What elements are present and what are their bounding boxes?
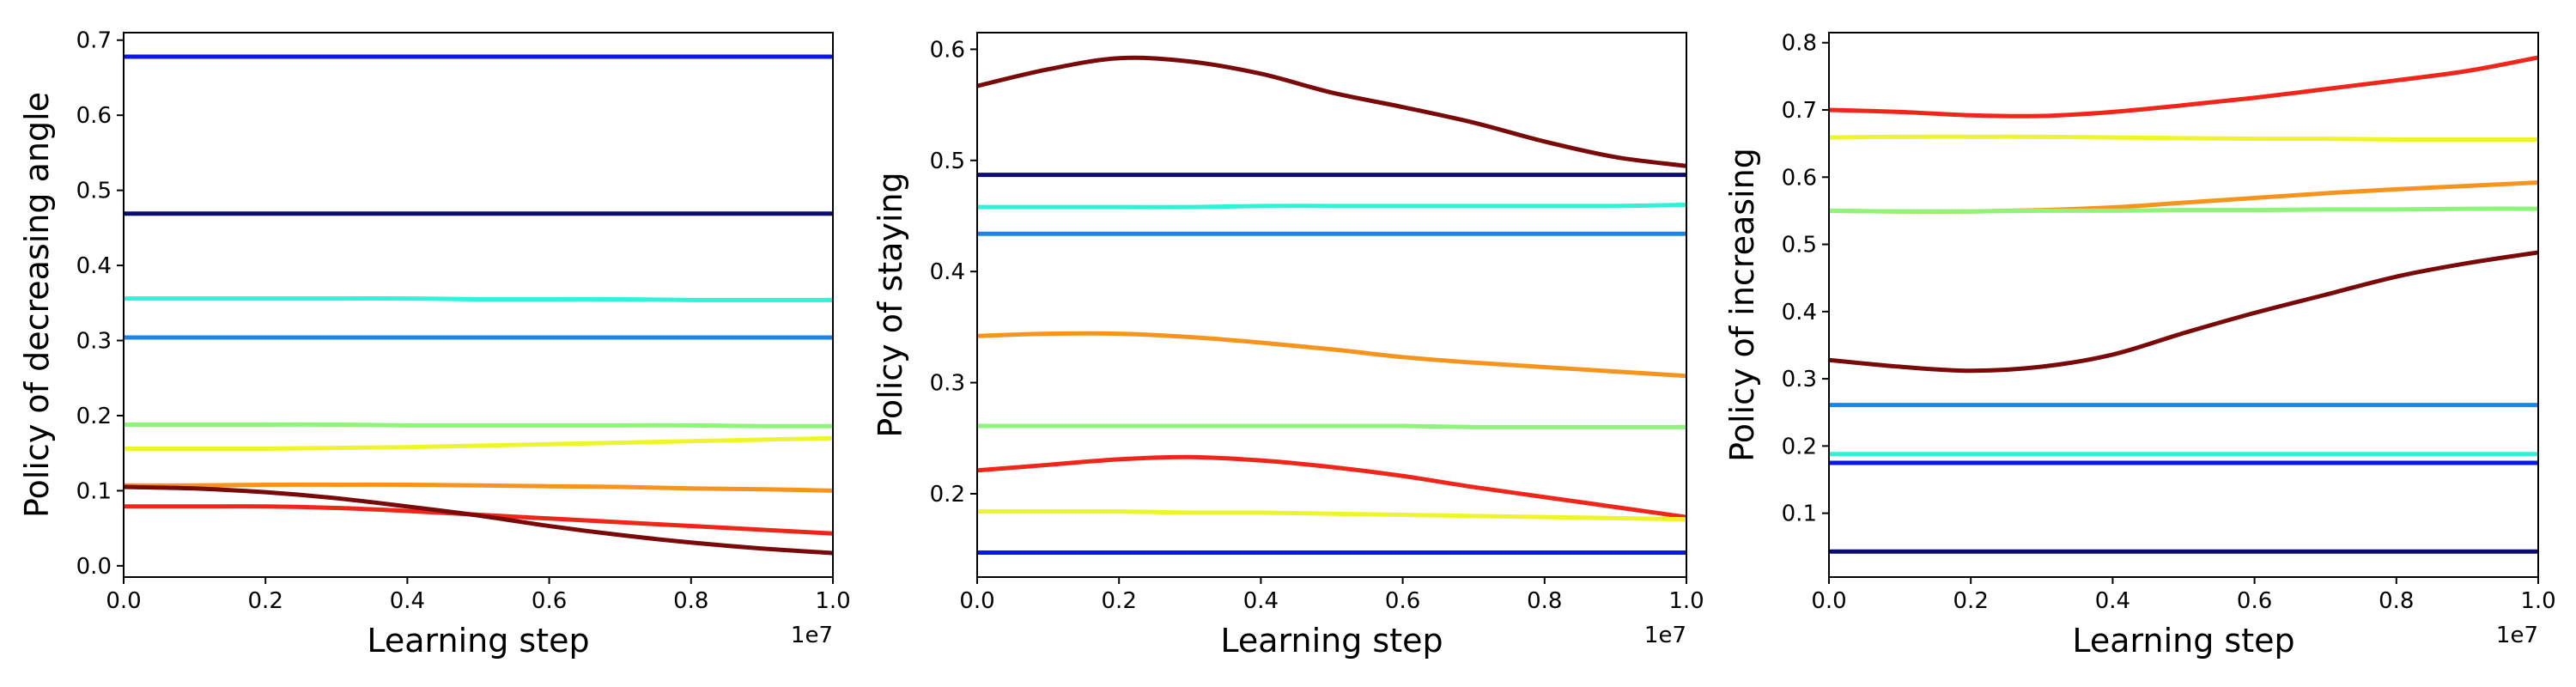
y-tick-label: 0.5	[930, 149, 965, 174]
y-tick-label: 0.0	[76, 554, 112, 580]
series-line-8	[977, 509, 1686, 522]
x-tick-label: 0.2	[1102, 588, 1137, 614]
y-axis-label: Policy of staying	[872, 172, 909, 437]
plot-frame	[1828, 32, 2539, 578]
x-tick-label: 0.0	[106, 588, 141, 614]
chart-panel-increasing: 0.0 0.2 0.4 0.6 0.8 1.0 0.1 0.2 0.3 0.4 0.5 0.6 0.7 0…	[1723, 31, 2556, 660]
y-tick-label: 0.7	[76, 28, 112, 54]
y-tick-label: 0.8	[1782, 31, 1817, 57]
y-tick-label: 0.6	[76, 103, 112, 129]
series-group	[977, 55, 1686, 556]
y-tick-label: 0.3	[930, 371, 965, 397]
series-line-5	[977, 331, 1686, 379]
x-tick-label: 0.4	[1243, 588, 1279, 614]
chart-panel-decreasing-angle: 0.0 0.2 0.4 0.6 0.8 1.0 0.0 0.1 0.2 0.3 0.4 0.5 0.6 0…	[18, 28, 851, 660]
series-line-5	[124, 422, 833, 429]
x-tick-label: 1.0	[1668, 588, 1704, 614]
series-line-9	[124, 484, 833, 556]
x-offset-label: 1e7	[791, 623, 833, 648]
plot-frame	[123, 32, 834, 578]
y-tick-label: 0.6	[930, 37, 965, 63]
x-tick-label: 0.0	[1811, 588, 1846, 614]
x-axis-label: Learning step	[2072, 622, 2294, 660]
x-tick-label: 1.0	[2520, 588, 2555, 614]
y-tick-label: 0.4	[1782, 300, 1817, 325]
x-tick-label: 0.8	[2379, 588, 2414, 614]
y-tick-label: 0.1	[76, 478, 112, 504]
series-line-3	[124, 296, 833, 302]
plot-frame	[976, 32, 1687, 578]
series-line-5	[1829, 250, 2538, 374]
x-tick-label: 0.4	[390, 588, 425, 614]
series-line-7	[977, 454, 1686, 520]
y-tick-label: 0.6	[1782, 165, 1817, 191]
x-tick-label: 0.4	[2095, 588, 2130, 614]
chart-panel-staying: 0.0 0.2 0.4 0.6 0.8 1.0 0.2 0.3 0.4 0.5 0.6 Learnin…	[872, 32, 1704, 660]
y-tick-label: 0.2	[930, 482, 965, 508]
series-line-6	[124, 435, 833, 452]
y-tick-label: 0.3	[1782, 367, 1817, 392]
x-tick-label: 0.2	[248, 588, 283, 614]
series-line-8	[124, 504, 833, 536]
x-tick-label: 0.2	[1953, 588, 1989, 614]
x-tick-label: 0.6	[2237, 588, 2272, 614]
y-axis-label: Policy of increasing	[1723, 148, 1761, 462]
series-line-3	[977, 203, 1686, 210]
x-offset-label: 1e7	[2496, 623, 2538, 648]
y-tick-label: 0.1	[1782, 502, 1817, 527]
y-tick-label: 0.4	[930, 259, 965, 285]
series-group	[124, 54, 833, 556]
series-line-6	[977, 423, 1686, 429]
y-tick-label: 0.7	[1782, 98, 1817, 124]
y-tick-label: 0.3	[76, 329, 112, 355]
y-tick-label: 0.5	[1782, 233, 1817, 258]
series-line-1	[977, 55, 1686, 168]
x-axis-label: Learning step	[367, 622, 589, 660]
x-tick-label: 0.6	[1385, 588, 1420, 614]
x-tick-label: 0.6	[532, 588, 567, 614]
series-group	[1829, 55, 2538, 554]
x-tick-label: 0.0	[959, 588, 994, 614]
series-line-7	[124, 482, 833, 493]
x-axis-label: Learning step	[1220, 622, 1443, 660]
x-offset-label: 1e7	[1644, 623, 1686, 648]
x-tick-label: 0.8	[673, 588, 708, 614]
series-line-4	[1829, 206, 2538, 214]
y-tick-label: 0.2	[1782, 434, 1817, 459]
y-tick-label: 0.5	[76, 179, 112, 204]
y-axis-label: Policy of decreasing angle	[18, 92, 56, 518]
x-tick-label: 1.0	[815, 588, 850, 614]
series-line-2	[1829, 134, 2538, 143]
y-tick-label: 0.2	[76, 404, 112, 429]
series-line-1	[1829, 55, 2538, 119]
y-tick-label: 0.4	[76, 253, 112, 279]
x-tick-label: 0.8	[1527, 588, 1562, 614]
